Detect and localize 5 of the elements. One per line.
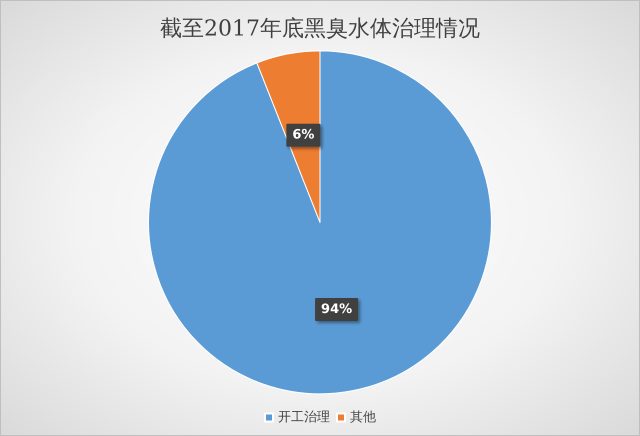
- chart-title: 截至2017年底黑臭水体治理情况: [160, 16, 480, 42]
- legend-label: 开工治理: [278, 410, 330, 425]
- legend-label: 其他: [350, 410, 376, 425]
- data-label: 6%: [292, 128, 314, 143]
- data-label: 94%: [321, 302, 352, 317]
